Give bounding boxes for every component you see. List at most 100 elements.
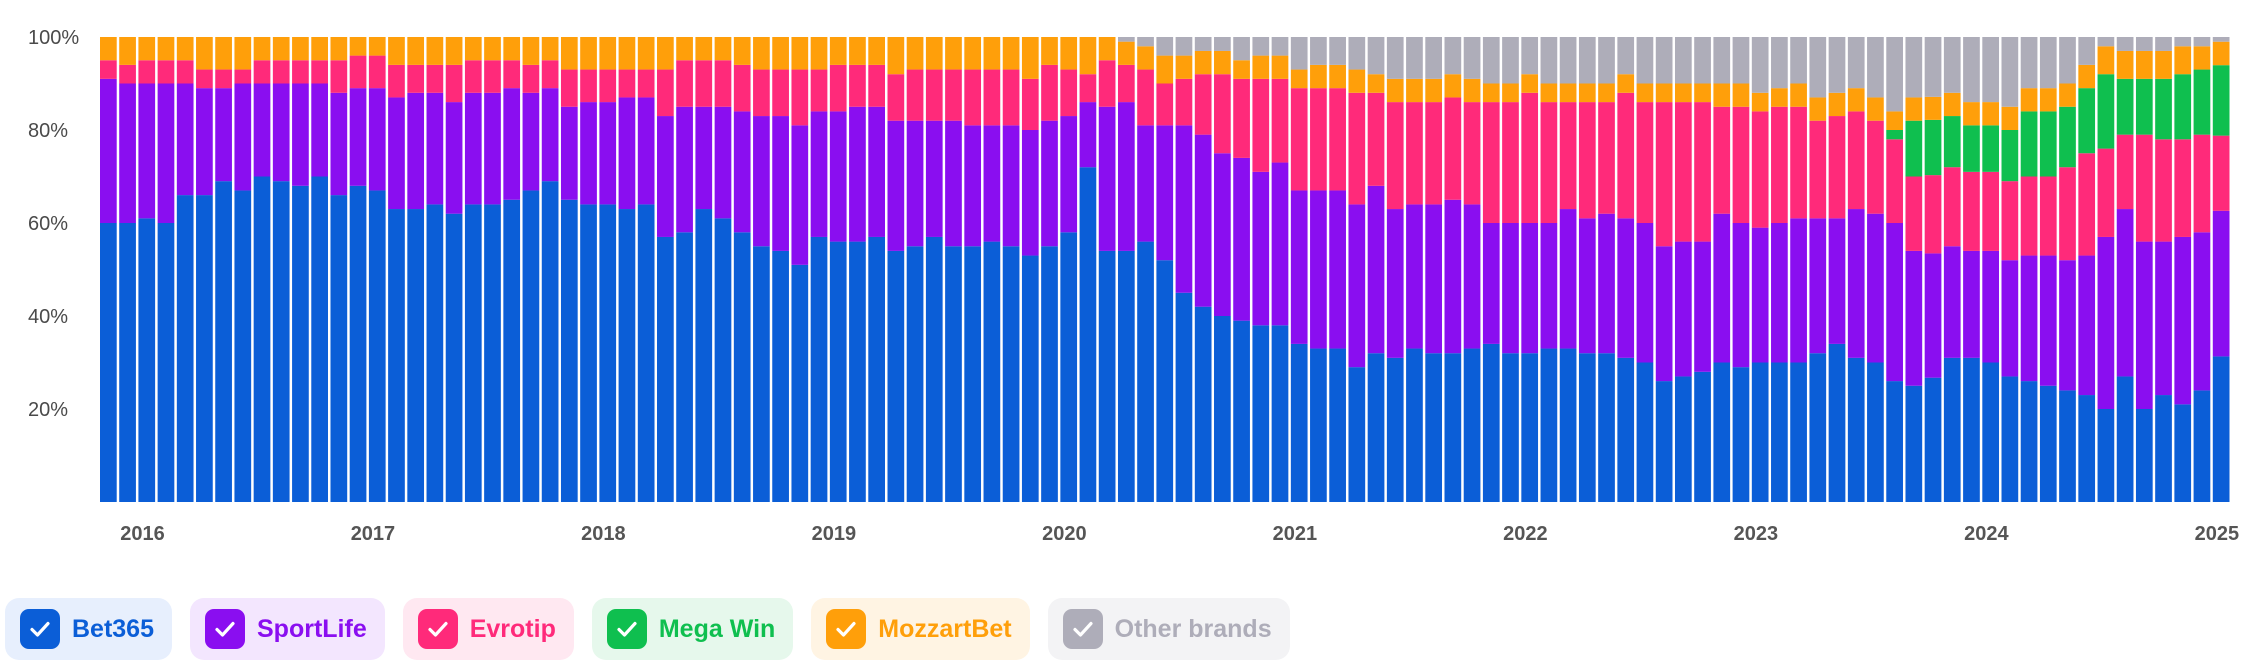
legend-item-sportlife[interactable]: SportLife [190,598,385,660]
bar-segment-sportlife [1943,246,1961,358]
bar-segment-other-brands [2116,37,2134,51]
bar-segment-bet365 [522,190,540,502]
bar-segment-mozzartbet [2097,46,2115,75]
y-tick-label: 100% [28,27,79,49]
bar-segment-sportlife [2155,241,2172,396]
legend-label: Other brands [1114,614,1272,643]
bar-segment-bet365 [810,236,828,502]
bar-segment-evrotip [1540,102,1558,223]
bar-segment-evrotip [1271,78,1289,163]
bar-segment-sportlife [1751,227,1769,363]
bar-segment-mozzartbet [1137,46,1154,70]
bar-segment-evrotip [1463,102,1481,205]
bar-segment-mozzartbet [2212,41,2230,66]
bar-segment-bet365 [1406,348,1423,502]
bar-segment-mozzartbet [1329,64,1346,89]
bar-segment-mozzartbet [791,37,809,70]
bar-segment-sportlife [1598,213,1615,354]
bar-segment-sportlife [1655,246,1673,382]
bar-segment-evrotip [464,60,482,93]
checkbox-icon[interactable] [1062,609,1103,649]
bar-segment-other-brands [1790,37,1807,84]
bar-segment-bet365 [445,213,463,502]
bar-segment-mozzartbet [983,37,1001,70]
checkbox-icon[interactable] [205,609,245,649]
checkbox-icon[interactable] [20,609,60,649]
bar-segment-mozzartbet [2193,46,2211,70]
bar-segment-mega-win [2174,74,2192,140]
bar-segment-mozzartbet [2174,46,2192,75]
bar-segment-evrotip [560,69,578,107]
bar-segment-other-brands [1867,37,1884,98]
bar-segment-mozzartbet [1041,37,1058,65]
bar-segment-evrotip [1559,102,1577,210]
bar-segment-evrotip [2155,139,2172,242]
legend-item-mozzartbet[interactable]: MozzartBet [811,598,1030,660]
bar-segment-evrotip [1924,175,1942,254]
bar-segment-sportlife [964,125,982,247]
bar-segment-sportlife [733,111,751,233]
bar-segment-sportlife [1463,204,1481,349]
bar-segment-other-brands [1137,37,1154,47]
bar-segment-mozzartbet [829,37,847,65]
legend-item-bet365[interactable]: Bet365 [5,598,172,660]
bar-segment-evrotip [1425,102,1443,205]
bar-segment-mega-win [2193,69,2211,135]
checkbox-icon[interactable] [606,609,647,649]
bar-segment-evrotip [887,74,905,121]
legend-item-mega-win[interactable]: Mega Win [591,598,794,660]
legend-item-evrotip[interactable]: Evrotip [402,598,574,660]
x-tick-label: 2017 [351,523,396,545]
bar-segment-sportlife [1502,223,1519,354]
bar-segment-mozzartbet [1175,55,1193,79]
bar-segment-mozzartbet [753,37,770,70]
bar-segment-evrotip [2078,153,2096,256]
bar-segment-bet365 [119,223,136,502]
bar-segment-bet365 [1175,292,1193,502]
bar-segment-mozzartbet [2155,50,2172,79]
bar-segment-evrotip [1214,74,1231,154]
x-tick-label: 2016 [120,523,165,545]
bar-segment-mozzartbet [695,37,713,61]
bar-segment-evrotip [1905,176,1923,251]
bar-segment-sportlife [368,88,386,191]
bar-segment-sportlife [1348,204,1366,368]
bar-segment-mega-win [2078,88,2096,154]
bar-segment-sportlife [1329,190,1346,349]
bar-segment-bet365 [1079,167,1097,502]
bar-segment-mozzartbet [1847,88,1865,112]
bar-segment-bet365 [1694,371,1711,502]
checkbox-icon[interactable] [826,609,867,649]
bar-segment-evrotip [1502,102,1519,223]
bar-segment-bet365 [196,195,213,502]
bar-segment-evrotip [1117,64,1135,103]
bar-segment-evrotip [388,64,405,98]
bar-segment-mozzartbet [868,37,885,65]
bar-segment-other-brands [1924,37,1942,97]
bar-segment-sportlife [1559,209,1577,349]
bar-segment-sportlife [1924,253,1942,378]
bar-segment-bet365 [368,190,386,502]
bar-segment-sportlife [695,106,713,210]
bar-segment-sportlife [1713,213,1731,363]
checkbox-icon[interactable] [417,609,458,649]
bar-segment-evrotip [1156,83,1174,126]
legend-item-other-brands[interactable]: Other brands [1047,598,1290,660]
bar-segment-sportlife [2039,255,2057,386]
bar-segment-bet365 [407,209,425,503]
bar-segment-sportlife [2135,241,2153,409]
bar-segment-evrotip [1617,92,1635,219]
bar-segment-bet365 [157,223,175,502]
bar-segment-bet365 [176,195,194,502]
bar-segment-sportlife [829,111,847,242]
bar-segment-evrotip [1867,120,1884,214]
bar-segment-bet365 [772,250,789,502]
bar-segment-mozzartbet [637,37,655,70]
bar-segment-sportlife [119,83,136,223]
bar-segment-other-brands [1963,37,1980,103]
bar-segment-mozzartbet [138,37,156,61]
bar-segment-bet365 [983,241,1001,502]
bar-segment-other-brands [1655,37,1673,84]
bar-segment-sportlife [580,102,597,205]
bar-segment-evrotip [1521,92,1539,223]
